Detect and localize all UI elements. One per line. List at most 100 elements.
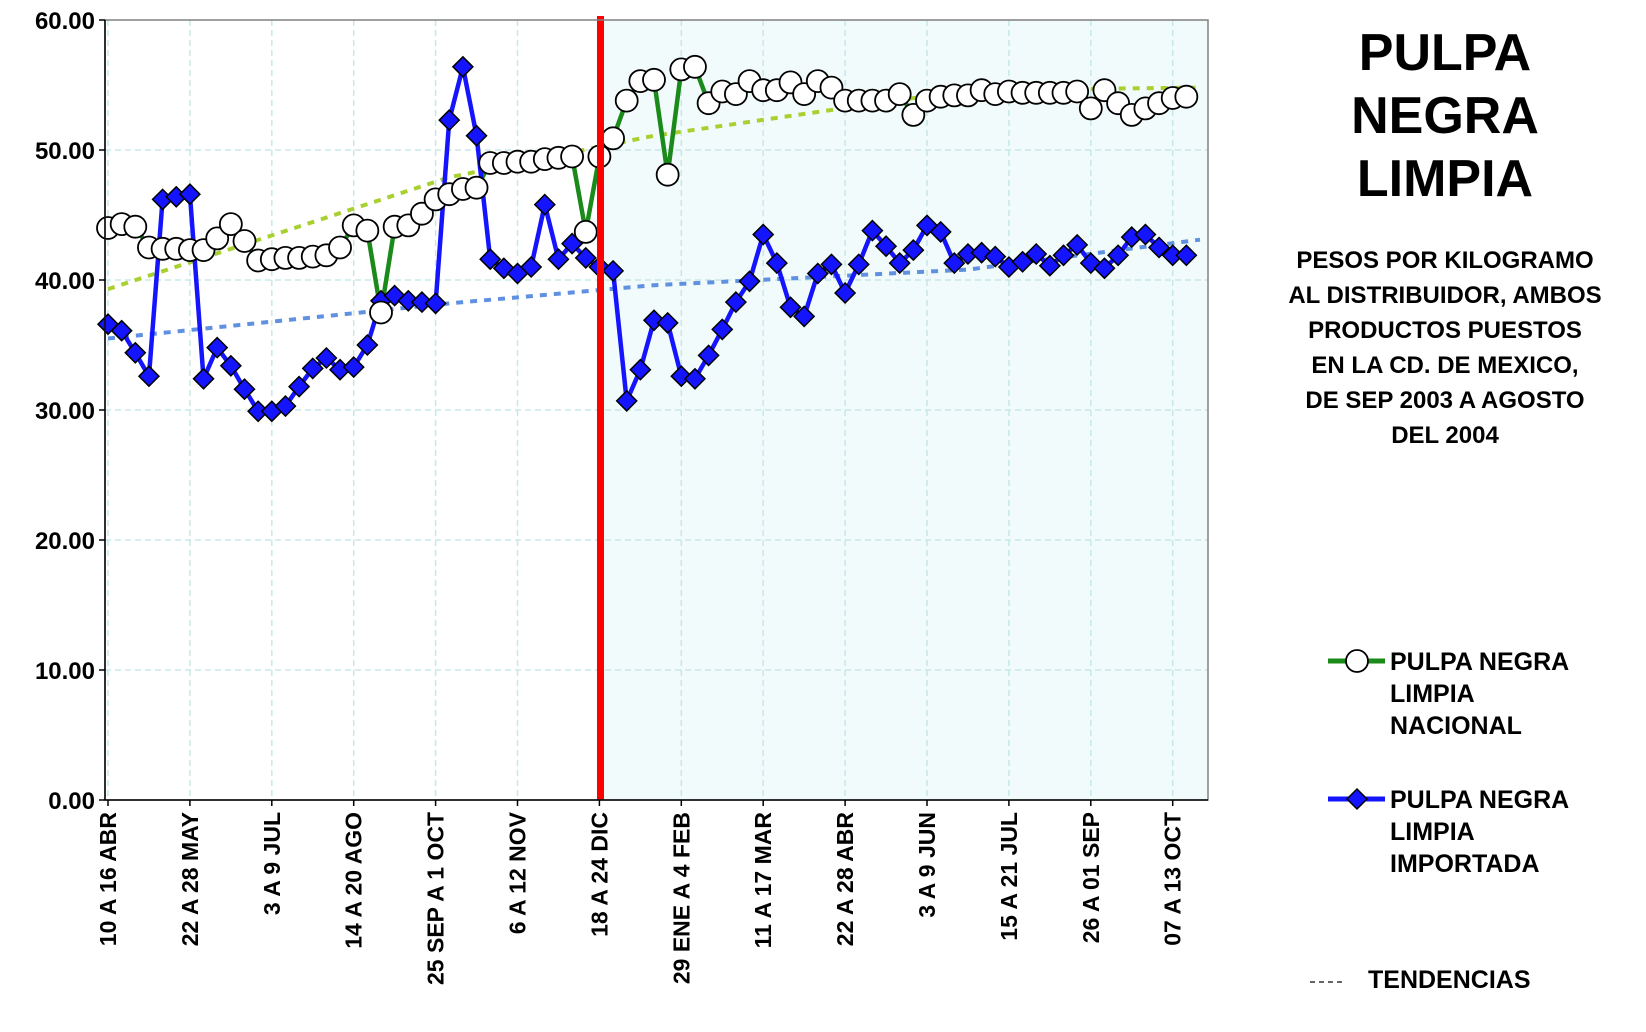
y-tick-label: 0.00: [48, 788, 95, 815]
x-tick-label: 26 A 01 SEP: [1078, 812, 1104, 943]
data-point-importada: [601, 259, 625, 282]
x-tick-label: 25 SEP A 1 OCT: [423, 812, 449, 985]
chart-title-line: PULPA: [1358, 24, 1532, 82]
data-point-importada: [697, 344, 720, 367]
data-point-importada: [315, 346, 338, 370]
subtitle-line: DEL 2004: [1391, 422, 1499, 449]
data-point-importada: [984, 245, 1007, 268]
x-tick-label: 22 A 28 ABR: [832, 812, 858, 947]
data-point-importada: [206, 336, 229, 359]
legend-label-line: IMPORTADA: [1390, 850, 1540, 878]
data-point-importada: [929, 220, 952, 243]
data-point-importada: [656, 311, 679, 334]
subtitle-line: PESOS POR KILOGRAMO: [1296, 247, 1594, 274]
data-point-importada: [629, 358, 652, 381]
data-point-importada: [479, 248, 502, 271]
data-point-nacional: [369, 300, 393, 325]
legend-marker-nacional: [1345, 649, 1369, 673]
data-point-importada: [1107, 244, 1130, 267]
legend-label-nacional: PULPA NEGRA LIMPIA NACIONAL: [1390, 646, 1569, 742]
data-point-importada: [274, 395, 297, 418]
data-point-importada: [465, 124, 488, 147]
data-point-importada: [902, 239, 925, 262]
data-point-nacional: [205, 226, 230, 251]
legend-label-importada: PULPA NEGRA LIMPIA IMPORTADA: [1390, 784, 1569, 880]
x-tick-label: 07 A 13 OCT: [1160, 812, 1186, 946]
data-point-nacional: [573, 219, 598, 244]
legend-label-line: NACIONAL: [1390, 712, 1522, 740]
x-tick-label: 14 A 20 AGO: [341, 812, 367, 949]
data-point-importada: [765, 252, 788, 275]
data-point-importada: [342, 356, 365, 379]
legend-label-line: LIMPIA: [1390, 818, 1475, 846]
data-point-importada: [288, 375, 311, 398]
data-point-nacional: [887, 82, 912, 106]
y-tick-label: 50.00: [35, 138, 95, 165]
data-point-nacional: [655, 162, 680, 187]
legend-label-line: TENDENCIAS: [1368, 966, 1531, 994]
data-point-importada: [356, 333, 379, 357]
data-point-importada: [752, 223, 775, 246]
data-point-importada: [970, 241, 993, 264]
data-point-nacional: [560, 144, 584, 169]
subtitle-line: EN LA CD. DE MEXICO,: [1311, 352, 1579, 379]
data-point-importada: [834, 281, 857, 305]
data-point-importada: [943, 252, 966, 275]
x-tick-label: 6 A 12 NOV: [505, 811, 531, 934]
data-point-nacional: [123, 214, 148, 239]
data-point-importada: [137, 365, 161, 388]
data-point-nacional: [901, 103, 926, 127]
data-point-importada: [1052, 244, 1075, 267]
chart-title-line: LIMPIA: [1356, 150, 1534, 208]
data-point-nacional: [614, 88, 639, 113]
y-axis: 0.00 10.00 20.00 30.00 40.00 50.00 60.00: [35, 8, 106, 815]
y-tick-label: 20.00: [35, 528, 95, 555]
data-point-importada: [124, 341, 147, 364]
data-point-importada: [874, 235, 898, 258]
x-tick-label: 15 A 21 JUL: [996, 812, 1022, 941]
data-point-importada: [533, 193, 556, 216]
x-axis: 10 A 16 ABR 22 A 28 MAY 3 A 9 JUL 14 A 20 A…: [95, 799, 1208, 985]
data-point-importada: [178, 183, 201, 206]
data-point-nacional: [218, 212, 243, 237]
data-point-importada: [1025, 242, 1048, 266]
data-point-importada: [438, 109, 461, 132]
chart-title-line: NEGRA: [1351, 87, 1539, 145]
data-point-importada: [1134, 223, 1157, 246]
subtitle-line: AL DISTRIBUIDOR, AMBOS: [1288, 282, 1602, 309]
x-tick-label: 11 A 17 MAR: [750, 812, 776, 949]
legend-label-line: PULPA NEGRA: [1390, 648, 1570, 676]
data-point-importada: [520, 255, 543, 279]
data-point-nacional: [683, 54, 707, 79]
chart-title-block: PULPA NEGRA LIMPIA PESOS POR KILOGRAMO A…: [1245, 22, 1645, 453]
legend-label-tendencias: TENDENCIAS: [1368, 964, 1531, 996]
legend-markers: [1310, 649, 1385, 983]
x-tick-label: 10 A 16 ABR: [95, 812, 121, 947]
data-point-importada: [397, 289, 420, 312]
data-point-importada: [1093, 257, 1116, 280]
x-tick-label: 18 A 24 DIC: [586, 812, 612, 937]
y-tick-label: 30.00: [35, 398, 95, 425]
data-point-importada: [1175, 244, 1198, 267]
data-point-importada: [683, 367, 707, 390]
legend-marker-importada: [1345, 787, 1369, 811]
data-point-importada: [192, 367, 215, 390]
data-point-importada: [1066, 233, 1089, 256]
data-point-nacional: [1174, 84, 1199, 109]
data-point-importada: [738, 270, 761, 293]
x-tick-label: 22 A 28 MAY: [177, 812, 203, 946]
data-point-importada: [711, 318, 734, 341]
data-point-nacional: [355, 218, 380, 243]
data-point-importada: [574, 246, 597, 269]
data-point-importada: [724, 291, 747, 314]
data-point-importada: [861, 219, 884, 242]
x-tick-label: 29 ENE A 4 FEB: [668, 812, 694, 984]
series-lines: [96, 54, 1199, 423]
data-point-importada: [1038, 254, 1061, 277]
data-point-importada: [410, 291, 434, 314]
data-point-importada: [110, 319, 133, 342]
data-point-nacional: [1065, 79, 1090, 104]
data-point-nacional: [232, 229, 257, 253]
data-point-importada: [779, 296, 802, 319]
y-tick-label: 60.00: [35, 8, 95, 35]
